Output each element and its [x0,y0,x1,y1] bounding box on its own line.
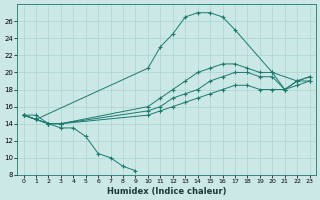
X-axis label: Humidex (Indice chaleur): Humidex (Indice chaleur) [107,187,226,196]
